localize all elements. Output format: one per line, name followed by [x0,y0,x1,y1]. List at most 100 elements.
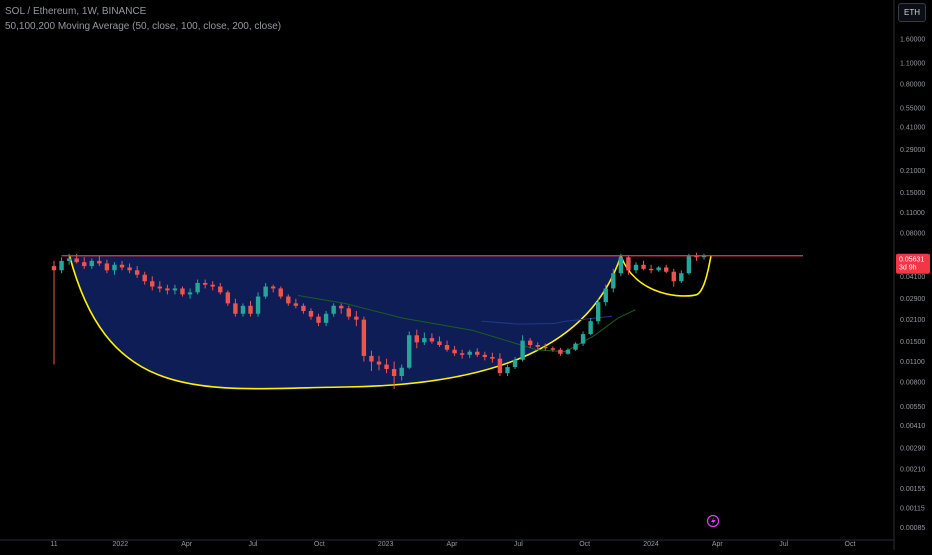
candle [270,284,276,293]
candle-body [459,353,465,355]
candle [134,266,140,278]
lightning-icon-ring [706,514,720,528]
candle [565,348,571,355]
x-tick-label: Oct [579,541,590,548]
candle [331,303,336,317]
candle-body [134,270,140,275]
y-tick-label: 1.10000 [900,61,925,68]
x-tick-label: Oct [314,541,325,548]
candle-body [550,348,556,350]
x-tick-label: Jul [779,541,788,548]
candle-body [59,260,64,271]
candle [172,284,178,295]
candle [187,288,193,299]
candle [165,284,170,295]
candle [664,264,669,274]
x-tick-label: 2024 [643,541,659,548]
candle [104,259,110,274]
candle [180,286,185,297]
x-tick-label: Jul [514,541,523,548]
candle [255,292,261,317]
candle-body [255,296,261,314]
candle [694,252,699,261]
candle-body [384,364,389,370]
ma-50-line [481,315,613,325]
candle-body [150,281,155,287]
candle-body [218,286,223,293]
y-tick-label: 0.00410 [900,423,925,430]
y-tick-label: 0.02100 [900,317,925,324]
candle-body [573,343,578,350]
candle-body [626,257,631,271]
y-tick-label: 0.01500 [900,339,925,346]
candle [112,262,117,275]
candle-body [233,303,238,314]
candle [278,286,283,299]
y-tick-label: 0.00115 [900,505,925,512]
candle [240,303,246,317]
candle [679,270,684,283]
candle [97,256,102,267]
candle-body [618,257,624,274]
cup-outline [68,255,622,390]
candle [384,358,389,374]
candle-body [286,296,291,304]
candle-body [127,267,132,271]
candle-body [112,264,117,271]
x-tick-label: 2023 [378,541,394,548]
candle-body [157,286,163,289]
candle [701,253,707,260]
candle-body [437,341,442,345]
currency-button[interactable]: ETH [898,3,926,22]
candle [369,350,374,372]
candle-body [664,267,669,272]
candle [316,313,321,327]
candle [520,335,525,362]
candle [339,303,344,314]
candle [475,348,480,357]
y-tick-label: 0.01100 [900,359,925,366]
candle [59,257,64,274]
candle [444,340,450,352]
candle [618,253,624,277]
candle-body [679,273,684,282]
candle-body [648,268,654,271]
x-tick-label: Jul [249,541,258,548]
candle [505,364,510,376]
candle-body [89,260,94,267]
candle [527,338,533,348]
candle-body [535,344,540,347]
lightning-icon[interactable] [706,514,720,528]
candle-body [210,284,215,287]
candle-body [339,305,344,309]
candle [361,316,367,362]
candle-body [104,263,110,271]
candle [233,298,238,317]
x-tick-label: Apr [712,541,724,548]
handle-outline [620,255,712,297]
symbol-title[interactable]: SOL / Ethereum, 1W, BINANCE [5,6,147,17]
candle-body [694,256,699,258]
candle-body [240,305,246,314]
candle-body [429,338,435,342]
candle-body [444,344,450,350]
candle [512,356,518,370]
y-tick-label: 0.29000 [900,147,925,154]
indicator-label[interactable]: 50,100,200 Moving Average (50, close, 10… [5,21,282,32]
candle-body [51,266,57,271]
candle [263,282,268,299]
candle-body [407,335,412,368]
candle-body [475,351,480,355]
candle-body [308,310,314,317]
candle [490,352,495,363]
y-tick-label: 0.00290 [900,445,925,452]
chart-legend: SOL / Ethereum, 1W, BINANCE 50,100,200 M… [5,4,281,34]
y-tick-label: 0.08000 [900,230,925,237]
candle [459,349,465,359]
candle [119,260,125,271]
candle-body [641,264,646,269]
lightning-icon-bolt [711,517,716,526]
candle [437,336,442,347]
